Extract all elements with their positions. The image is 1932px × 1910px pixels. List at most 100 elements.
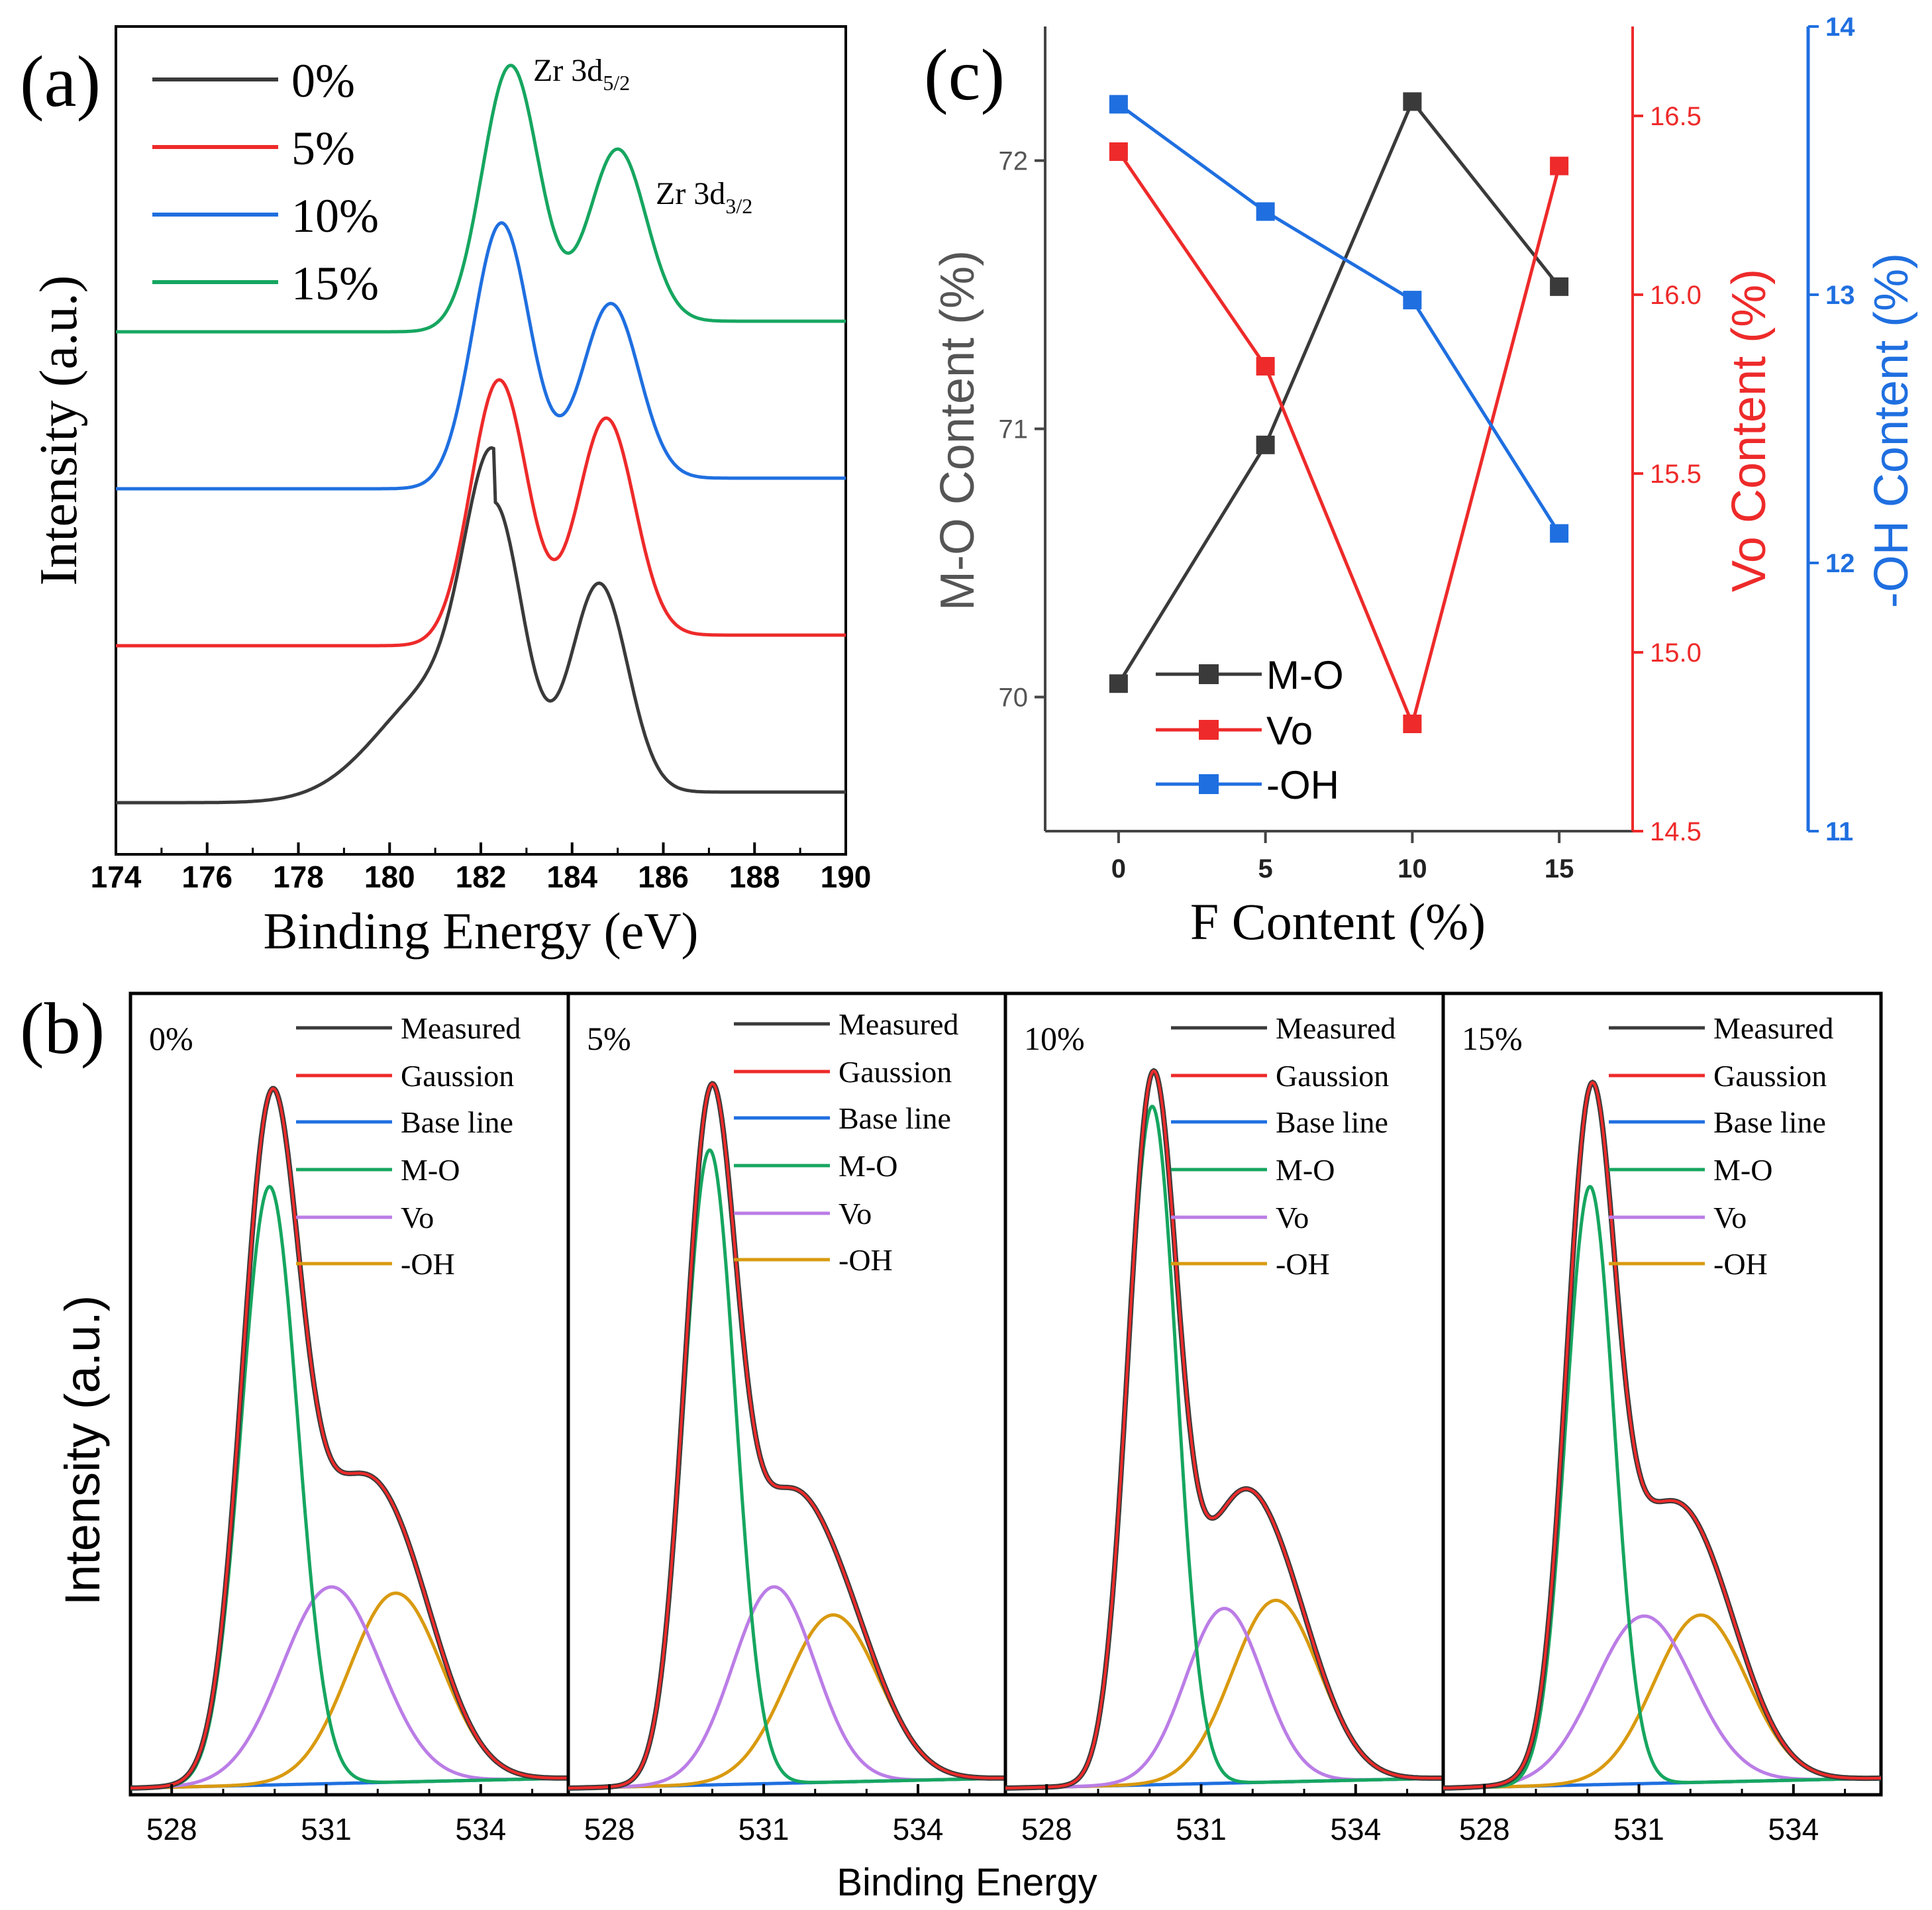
b-mo-curve [568,1148,1005,1790]
b-xtick-label: 531 [1613,1812,1664,1846]
b-gaussian-curve [1443,1081,1881,1789]
c-point-mo [1109,674,1128,693]
c-vo-tick-label: 15.0 [1650,638,1702,668]
a-xtick-label: 176 [181,860,232,894]
panel-b-o1s-fits: (b) Intensity (a.u.) Binding Energy 0% Me… [20,988,1883,1904]
b-legend-label: Measured [401,1011,521,1045]
c-legend-label-oh: -OH [1266,763,1339,807]
b-xtick-label: 531 [301,1812,352,1846]
c-legend-marker-mo [1199,664,1219,684]
c-point-oh [1550,524,1569,543]
b-legend-label: Gaussion [401,1059,514,1093]
c-series-line-oh [1117,103,1561,534]
b-xtick-label: 531 [738,1812,789,1846]
a-xtick-label: 182 [456,860,507,894]
b-vo-curve [568,1585,1005,1790]
b-legend-label: -OH [1713,1247,1768,1281]
b-legend-label: -OH [1276,1247,1330,1281]
c-xtick-label: 5 [1258,854,1273,883]
c-ylabel-oh: -OH Content (%) [1865,253,1918,608]
a-xtick-label: 174 [91,860,142,894]
b-legend-label: Measured [1713,1011,1833,1045]
c-point-mo [1256,435,1275,454]
c-point-vo [1403,715,1422,733]
panel-a-legend: 0% 5% 10% 15% [152,54,379,310]
b-xtick-label: 528 [1459,1812,1510,1846]
c-series-line-vo [1117,150,1561,729]
b-sample-label: 10% [1024,1020,1085,1057]
b-legend-label: Measured [1276,1011,1396,1045]
b-gaussian-curve [1005,1069,1443,1789]
c-point-oh [1256,202,1275,221]
b-subpanel-frame [1441,991,1883,1797]
panel-b-ylabel: Intensity (a.u.) [55,1295,110,1606]
b-sample-label: 5% [587,1020,631,1057]
b-legend-label: -OH [839,1243,893,1277]
c-legend-label-vo: Vo [1266,709,1313,753]
c-point-vo [1550,156,1569,176]
b-legend-label: Base line [1713,1105,1826,1139]
b-legend-label: M-O [1276,1153,1335,1187]
a-xtick-label: 188 [729,860,780,894]
a-xtick-label: 180 [364,860,415,894]
c-legend-marker-vo [1199,720,1219,740]
c-point-oh [1109,95,1128,114]
c-vo-tick-label: 15.5 [1650,460,1702,489]
c-point-oh [1403,291,1422,310]
legend-label-15pct: 15% [291,257,379,310]
b-legend-label: Measured [839,1007,958,1041]
b-oh-curve [1005,1598,1443,1790]
c-point-vo [1109,142,1128,161]
b-subpanel-5pct: 5% Measured Gaussion Base line M-O Vo -OH 528 53… [566,991,1007,1846]
legend-label-10pct: 10% [291,189,379,242]
annotation-zr-3d52: Zr 3d5/2 [533,53,630,95]
b-sample-label: 0% [149,1020,193,1057]
b-legend-label: Vo [839,1197,872,1231]
b-legend-label: M-O [401,1153,460,1187]
b-legend-label: Base line [1276,1105,1388,1139]
b-measured-curve [1443,1079,1881,1791]
c-xlabel: F Content (%) [1190,893,1486,950]
b-legend-label: Vo [401,1201,434,1234]
c-xtick-label: 10 [1398,854,1427,883]
b-xtick-label: 531 [1176,1812,1227,1846]
panel-a-zr3d-spectra: (a) Intensity (a.u.) Binding Energy (eV)… [20,25,872,960]
a-xtick-label: 190 [821,860,872,894]
b-measured-curve [1005,1068,1443,1791]
b-legend-label: M-O [839,1149,897,1183]
c-point-vo [1256,357,1275,376]
b-xtick-label: 534 [1768,1812,1819,1846]
b-xtick-label: 528 [146,1812,197,1846]
c-vo-tick-label: 16.5 [1650,102,1702,131]
c-oh-tick-label: 14 [1825,13,1855,42]
b-mo-curve [1443,1185,1881,1790]
c-vo-tick-label: 16.0 [1650,281,1702,310]
b-legend-label: Vo [1713,1201,1747,1234]
c-xtick-label: 0 [1111,854,1126,883]
panel-a-xlabel: Binding Energy (eV) [263,902,698,960]
panel-c-content-plot: (c) 0 5 10 15 70 71 72 14.5 15.0 15.5 16.0 16.5 11 12… [924,13,1918,950]
b-legend-label: Gaussion [839,1055,952,1089]
panel-c-label: (c) [924,34,1005,115]
b-gaussian-curve [568,1082,1005,1789]
annotation-zr-3d32: Zr 3d3/2 [656,176,752,218]
b-xtick-label: 534 [455,1812,506,1846]
b-subpanel-10pct: 10% Measured Gaussion Base line M-O Vo -OH 528 5… [1003,991,1445,1846]
a-curve-10pct [116,221,846,491]
b-legend-label: -OH [401,1247,455,1281]
b-mo-curve [1005,1105,1443,1790]
panel-b-label: (b) [20,988,105,1069]
b-vo-curve [1005,1607,1443,1790]
b-oh-curve [1443,1613,1881,1790]
panel-a-label: (a) [20,41,101,122]
b-xtick-label: 534 [893,1812,944,1846]
panel-a-ylabel: Intensity (a.u.) [30,276,88,586]
a-curve-0pct [116,446,846,805]
c-ylabel-mo: M-O Content (%) [931,250,984,611]
panel-a-frame [115,25,847,856]
c-legend: M-O Vo -OH [1156,653,1344,807]
b-legend-label: Gaussion [1276,1059,1389,1093]
b-legend-label: Base line [839,1101,951,1135]
b-legend-label: Vo [1276,1201,1309,1234]
b-subpanel-0pct: 0% Measured Gaussion Base line M-O Vo -OH 528 53… [128,991,570,1846]
